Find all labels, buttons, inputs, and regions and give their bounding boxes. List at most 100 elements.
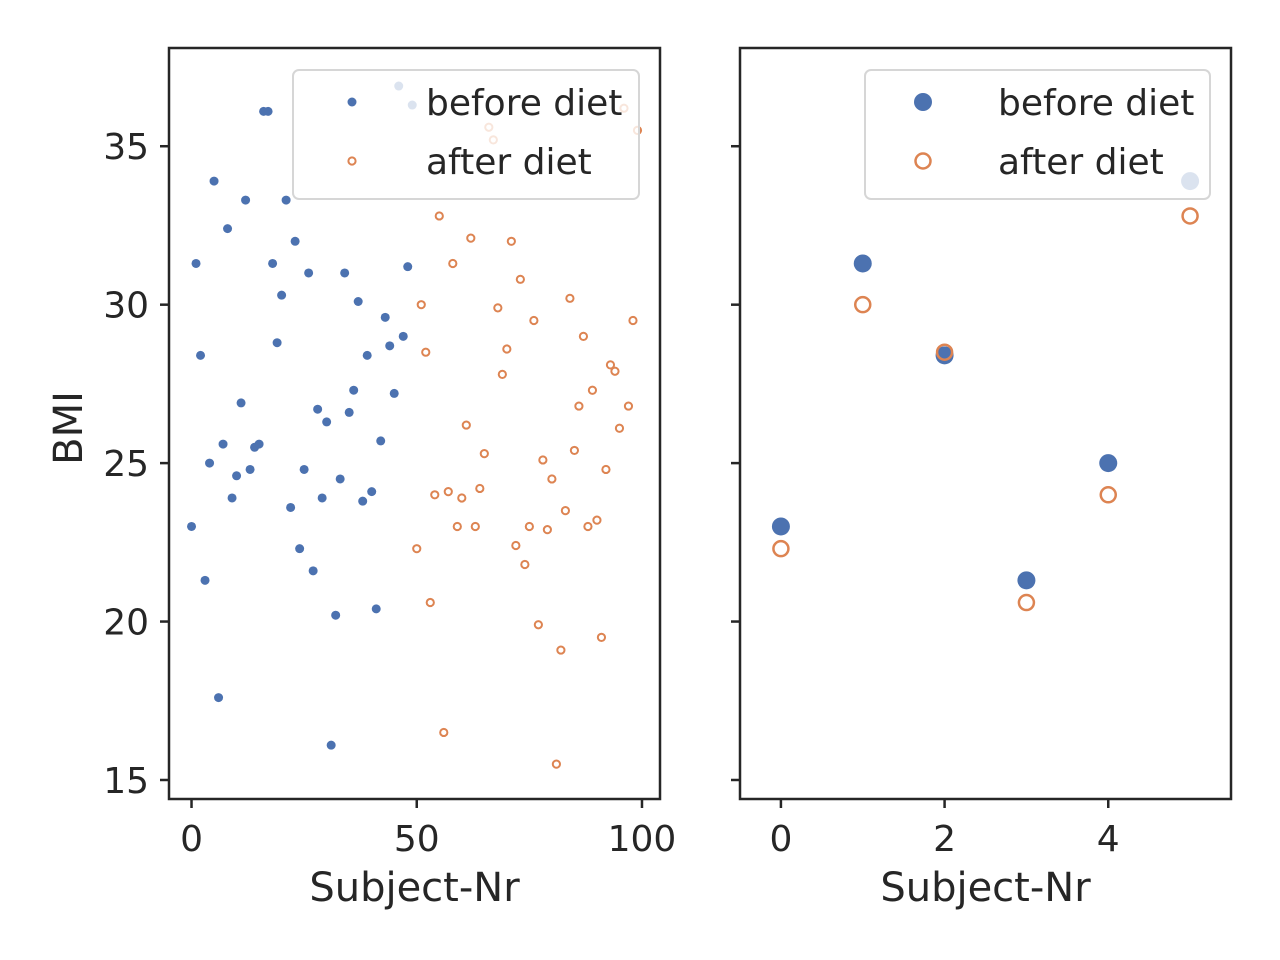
- point-after-diet: [533, 620, 543, 630]
- y-tick-label: 20: [103, 603, 149, 644]
- point-after-diet: [1181, 207, 1199, 225]
- point-before-diet: [290, 236, 300, 246]
- point-after-diet: [515, 274, 525, 284]
- point-after-diet: [506, 236, 516, 246]
- point-before-diet: [335, 474, 345, 484]
- point-before-diet: [277, 290, 287, 300]
- point-before-diet: [196, 350, 206, 360]
- point-after-diet: [470, 521, 480, 532]
- point-before-diet: [1017, 571, 1036, 590]
- point-after-diet: [772, 539, 790, 558]
- point-after-diet: [578, 331, 589, 341]
- point-after-diet: [560, 506, 571, 516]
- x-tick-label-right: 0: [769, 819, 792, 860]
- point-after-diet: [583, 521, 593, 532]
- point-before-diet: [263, 106, 273, 116]
- point-before-diet: [1099, 454, 1118, 473]
- point-before-diet: [187, 521, 197, 531]
- x-tick-label-right: 2: [933, 819, 956, 860]
- point-after-diet: [434, 211, 444, 221]
- point-after-diet: [1017, 593, 1036, 612]
- x-tick-label-left: 100: [608, 819, 677, 860]
- x-axis-label-right: Subject-Nr: [880, 865, 1091, 911]
- point-before-diet: [358, 496, 368, 506]
- legend-label-after-left: after diet: [426, 142, 592, 183]
- point-before-diet: [340, 268, 350, 278]
- point-before-diet: [209, 176, 219, 186]
- x-tick-label-left: 0: [180, 819, 203, 860]
- point-before-diet: [214, 693, 224, 703]
- point-after-diet: [439, 727, 449, 738]
- legend-marker-before-right: [914, 93, 932, 111]
- point-after-diet: [466, 233, 476, 243]
- point-after-diet: [461, 420, 471, 430]
- point-before-diet: [281, 195, 291, 205]
- point-after-diet: [596, 632, 607, 642]
- plot-area-left: [167, 46, 662, 801]
- legend-left: before diet after diet: [292, 69, 640, 200]
- point-after-diet: [475, 483, 485, 494]
- y-tick-label: 25: [103, 444, 149, 485]
- point-before-diet: [853, 254, 872, 273]
- plot-area-right: [738, 46, 1233, 801]
- point-after-diet: [457, 493, 467, 503]
- point-after-diet: [538, 455, 548, 465]
- legend-marker-before-left: [347, 97, 357, 107]
- point-after-diet: [412, 544, 422, 554]
- point-before-diet: [268, 258, 278, 268]
- point-after-diet: [443, 487, 453, 497]
- legend-marker-after-left: [347, 156, 357, 166]
- point-after-diet: [421, 347, 431, 357]
- legend-marker-after-right: [914, 152, 932, 170]
- point-after-diet: [565, 293, 575, 303]
- point-after-diet: [547, 474, 557, 484]
- panel-left: 15 20 25 30 35 0 50 100 Subject-Nr BMI before …: [46, 46, 677, 911]
- point-before-diet: [353, 297, 363, 307]
- point-after-diet: [574, 401, 584, 411]
- point-after-diet: [497, 369, 507, 379]
- point-after-diet: [502, 344, 512, 354]
- point-after-diet: [614, 423, 625, 433]
- point-before-diet: [191, 258, 201, 268]
- point-after-diet: [935, 343, 954, 361]
- point-before-diet: [367, 487, 377, 497]
- legend-right: before diet after diet: [864, 69, 1211, 200]
- legend-box-right: [864, 69, 1211, 200]
- point-before-diet: [304, 268, 314, 278]
- point-before-diet: [935, 346, 954, 365]
- point-before-diet: [326, 740, 336, 750]
- point-after-diet: [493, 303, 503, 313]
- point-before-diet: [227, 493, 237, 503]
- point-before-diet: [308, 566, 318, 576]
- point-before-diet: [362, 350, 372, 360]
- point-after-diet: [524, 521, 534, 532]
- x-axis-label-left: Subject-Nr: [309, 865, 520, 911]
- legend-label-before-right: before diet: [998, 83, 1194, 124]
- point-after-diet: [542, 525, 552, 535]
- data-points-left: [187, 81, 643, 769]
- point-before-diet: [344, 407, 354, 417]
- point-after-diet: [448, 258, 458, 269]
- legend-box-left: [292, 69, 640, 200]
- y-axis-label: BMI: [46, 391, 92, 465]
- point-after-diet: [592, 515, 602, 525]
- point-before-diet: [223, 224, 233, 234]
- point-after-diet: [520, 559, 530, 570]
- legend-label-before-left: before diet: [426, 83, 622, 124]
- x-tick-label-right: 4: [1097, 819, 1120, 860]
- point-before-diet: [272, 338, 282, 348]
- point-after-diet: [623, 401, 634, 411]
- point-before-diet: [236, 398, 246, 408]
- y-tick-label: 35: [103, 127, 149, 168]
- point-before-diet: [385, 341, 395, 351]
- point-after-diet: [628, 315, 638, 326]
- point-after-diet: [529, 315, 539, 326]
- point-after-diet: [854, 295, 872, 314]
- point-after-diet: [479, 449, 489, 459]
- point-before-diet: [241, 195, 251, 205]
- point-before-diet: [205, 458, 215, 468]
- y-tick-label: 15: [103, 761, 149, 802]
- point-before-diet: [200, 575, 210, 585]
- point-before-diet: [331, 610, 341, 620]
